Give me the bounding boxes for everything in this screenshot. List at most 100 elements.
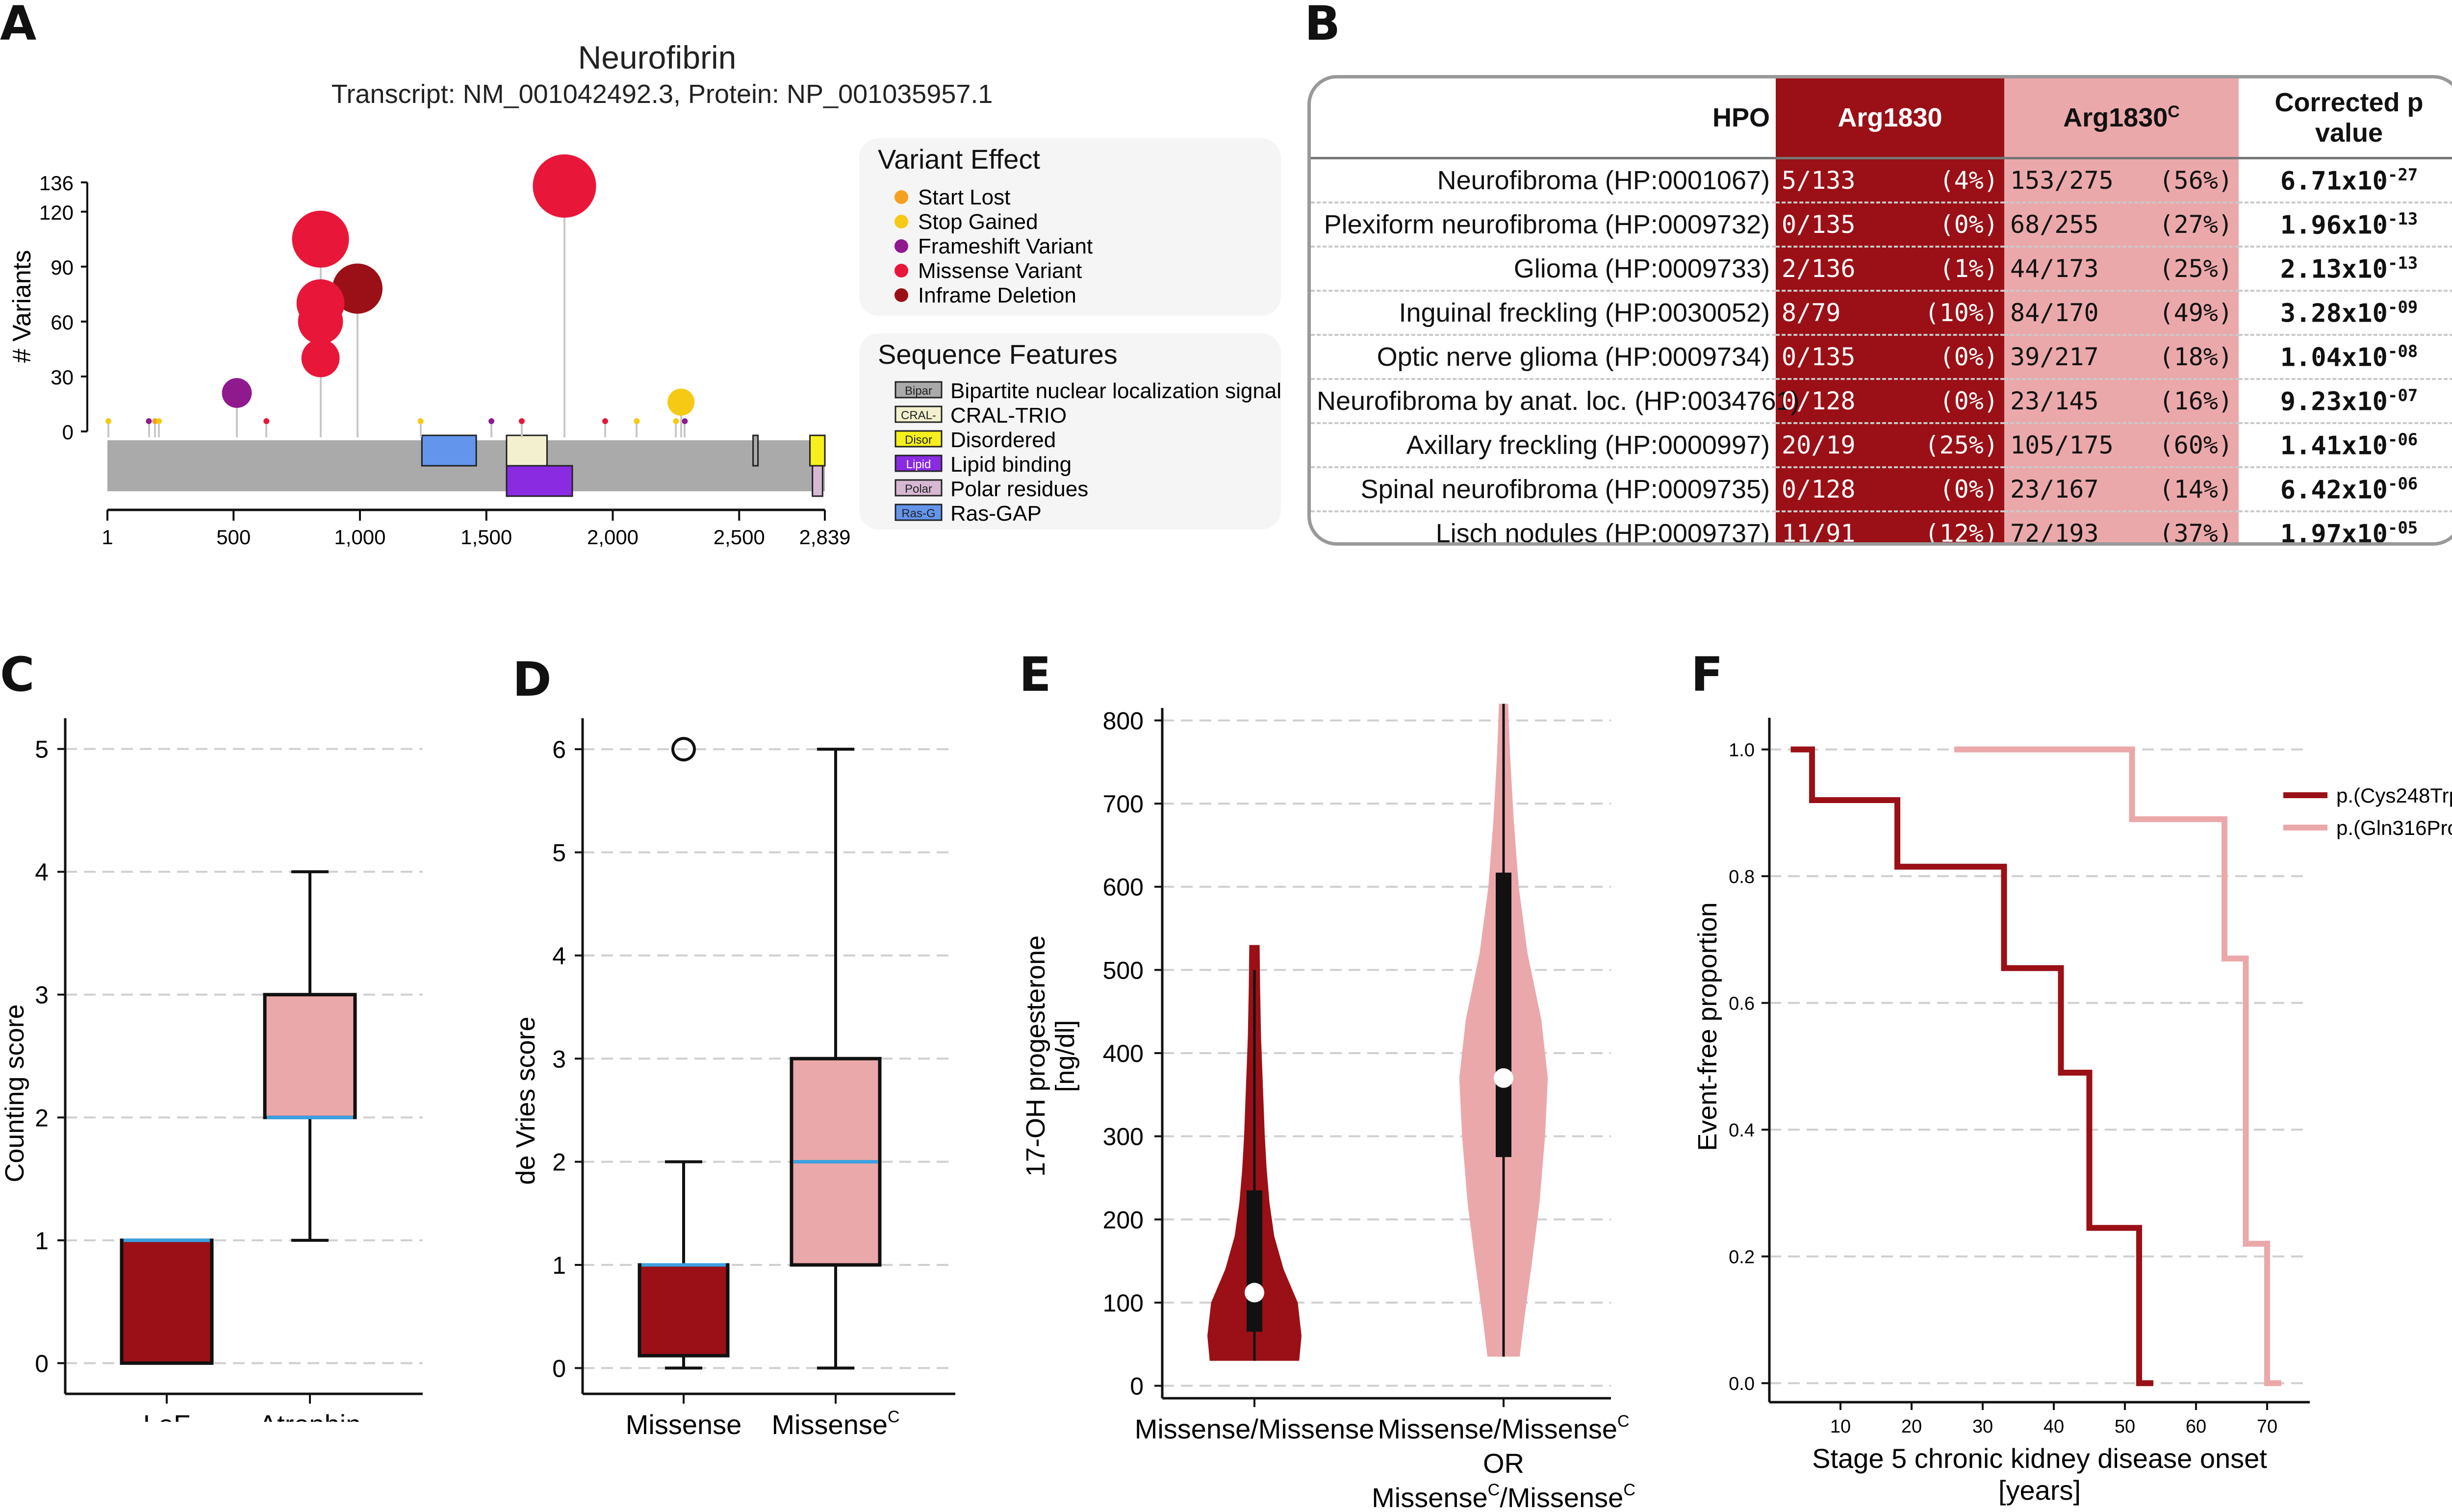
chart-title: Neurofibrin	[578, 39, 737, 76]
legend-features-items: Bipar Bipartite nuclear localization sign…	[894, 379, 1281, 526]
variant-missense-variant	[518, 418, 525, 425]
legend-marker	[894, 190, 908, 204]
y-tick-label: 3	[35, 982, 49, 1009]
feature-ras-gap	[421, 434, 477, 467]
violin-iqr-box	[1247, 1190, 1262, 1332]
cell-arg1830: 0/128 (0%)	[1776, 379, 2004, 424]
x-tick-label: MissenseC	[771, 1408, 899, 1440]
legend-marker	[894, 264, 908, 277]
x-tick-label-1: Missense/Missense	[1135, 1413, 1375, 1444]
legend-marker	[894, 239, 908, 253]
x-tick-label-2c: MissenseC/MissenseC	[1372, 1481, 1635, 1512]
cell-hpo-term: Plexiform neurofibroma (HP:0009732)	[1311, 202, 1776, 248]
variant-stems	[107, 186, 686, 437]
y-tick-label: 0.2	[1729, 1247, 1755, 1268]
cell-corrected-p: 1.41x10-06	[2239, 423, 2452, 468]
panel-label-e: E	[1019, 647, 1051, 702]
y-tick-label: 0	[35, 1350, 49, 1377]
y-tick-label: 1	[35, 1227, 49, 1255]
legend-label: Polar residues	[950, 477, 1088, 501]
x-tick-label: 500	[216, 526, 251, 549]
x-tick-label: Atrophin	[259, 1409, 361, 1422]
x-tick-label: 60	[2186, 1416, 2206, 1437]
y-tick-label: 2	[35, 1104, 49, 1132]
y-tick-label: 700	[1103, 790, 1144, 818]
cell-corrected-p: 6.71x10-27	[2239, 158, 2452, 203]
y-tick-label: 500	[1103, 957, 1144, 984]
legend-label: Disordered	[950, 428, 1056, 452]
y-axis-label: Event-free proportion	[1693, 902, 1722, 1151]
variant-missense-variant	[292, 210, 349, 268]
legend-swatch-tag: Ras-G	[901, 507, 935, 520]
km-curve-p-cys248trp-	[1790, 746, 2153, 1386]
legend-swatch-tag: Polar	[905, 482, 932, 496]
variant-stop-gained	[634, 418, 640, 425]
cell-hpo-term: Neurofibroma by anat. loc. (HP:0034761)	[1311, 379, 1800, 424]
cell-hpo-term: Optic nerve glioma (HP:0009734)	[1311, 335, 1776, 380]
sequence-feature-track	[107, 434, 826, 497]
violin-median	[1245, 1283, 1264, 1303]
cell-hpo-term: Lisch nodules (HP:0009737)	[1435, 519, 1770, 546]
violin-plot-17oh-progesterone: 17-OH progesterone [ng/dl] 0 100 200 300 400…	[1021, 704, 1635, 1512]
x-tick-label-2a: Missense/MissenseC	[1378, 1412, 1629, 1444]
legend-swatch	[894, 504, 943, 521]
cell-arg1830c: 68/255 (27%)	[2004, 202, 2239, 248]
cell-arg1830c: 44/173 (25%)	[2004, 247, 2239, 292]
col-header-arg1830c: Arg1830C	[2004, 78, 2239, 159]
legend-swatch	[894, 405, 943, 423]
cell-corrected-p: 1.96x10-13	[2239, 202, 2452, 248]
y-tick-label: 0.8	[1729, 867, 1755, 887]
cell-arg1830: 20/19 (25%)	[1776, 423, 2004, 468]
panel-label-b: B	[1304, 0, 1341, 51]
chart-subtitle: Transcript: NM_001042492.3, Protein: NP_…	[332, 79, 993, 109]
col-header-arg1830: Arg1830	[1776, 78, 2004, 159]
feature-cral-trio	[506, 434, 548, 467]
y-tick-label: 1.0	[1729, 740, 1755, 761]
legend-swatch	[894, 430, 943, 448]
y-tick-label: 120	[39, 201, 74, 224]
y-axis-label: Counting score	[0, 1004, 29, 1182]
panel-label-c: C	[0, 647, 35, 702]
y-tick-label: 800	[1103, 707, 1144, 734]
legend-swatch-tag: Disor	[905, 433, 932, 447]
legend-swatch	[894, 454, 943, 472]
x-tick-label: 2,839	[799, 526, 850, 549]
variant-stop-gained	[667, 388, 695, 416]
y-axis-label-line2: [ng/dl]	[1050, 1020, 1080, 1092]
km-curve-p-gln316pro-	[1954, 746, 2281, 1386]
box-plot-de-vries-score: de Vries score 0 1 2 3 4 5 6 Missense MissenseC	[511, 718, 955, 1440]
legend-label: Lipid binding	[950, 453, 1072, 477]
variant-stop-gained	[156, 418, 162, 425]
variant-frameshift-variant	[682, 418, 688, 425]
table-row: Neurofibroma (HP:0001067) 5/133 (4%) 153/27…	[1311, 158, 2452, 203]
cell-arg1830c: 23/145 (16%)	[2004, 379, 2239, 424]
cell-corrected-p: 9.23x10-07	[2239, 379, 2452, 424]
cell-corrected-p: 1.97x10-05	[2280, 518, 2418, 546]
x-tick-label: 1	[102, 526, 113, 549]
cell-hpo-term: Neurofibroma (HP:0001067)	[1311, 158, 1776, 203]
variant-missense-variant	[533, 154, 596, 218]
cell-arg1830: 5/133 (4%)	[1776, 158, 2004, 203]
legend-label: p.(Gln316Pro)	[2336, 816, 2452, 839]
variant-missense-variant	[263, 418, 270, 425]
y-tick-label: 0.4	[1729, 1120, 1755, 1141]
hpo-association-table: HPO Arg1830 Arg1830C Corrected p value N…	[1307, 75, 2452, 546]
y-axis-ticks: 0 30 60 90 120 136	[39, 172, 87, 444]
table-row: Lisch nodules (HP:0009737) 11/91 (12%) 72/1…	[1311, 511, 2452, 546]
variant-frameshift-variant	[488, 418, 495, 425]
y-axis-label: de Vries score	[511, 1016, 540, 1184]
legend-swatch	[894, 479, 943, 497]
legend-label: Start Lost	[918, 185, 1010, 209]
cell-arg1830: 2/136 (1%)	[1776, 247, 2004, 292]
legend-label: CRAL-TRIO	[950, 403, 1067, 428]
y-tick-label: 0.6	[1729, 994, 1755, 1014]
y-tick-label: 4	[552, 942, 566, 970]
cell-arg1830c: 23/167 (14%)	[2004, 467, 2239, 512]
legend-label: Inframe Deletion	[918, 283, 1076, 307]
y-tick-label: 6	[552, 736, 566, 763]
y-tick-label: 90	[51, 256, 74, 279]
panel-label-d: D	[512, 652, 552, 707]
x-tick-label: 70	[2257, 1416, 2277, 1437]
